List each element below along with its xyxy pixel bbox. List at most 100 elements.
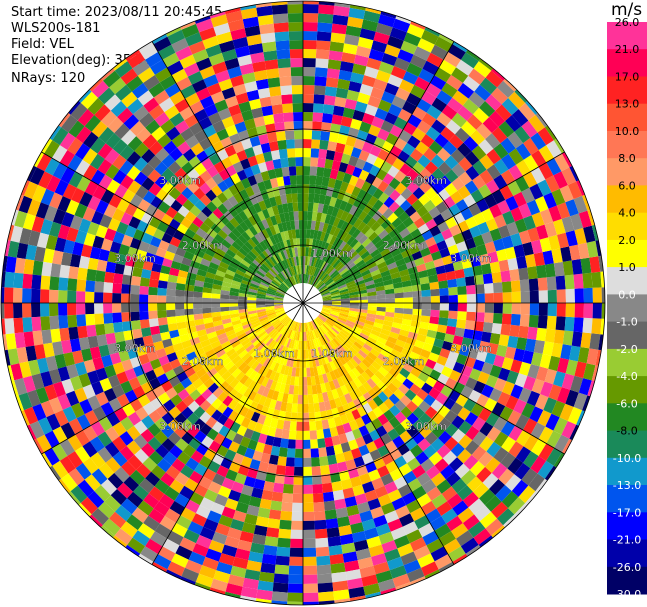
gate-cell [31, 274, 42, 290]
gate-cell [387, 556, 404, 571]
gate-cell [565, 230, 578, 247]
gate-cell [364, 489, 378, 502]
gate-cell [280, 250, 287, 261]
gate-cell [358, 303, 368, 307]
gate-cell [96, 259, 108, 272]
gate-cell [344, 338, 354, 347]
gate-cell [303, 457, 312, 467]
gate-cell [388, 266, 400, 275]
gate-cell [367, 245, 378, 255]
gate-cell [400, 324, 411, 332]
gate-cell [250, 349, 260, 358]
gate-cell [402, 142, 416, 156]
gate-cell [295, 229, 300, 239]
gate-cell [345, 569, 362, 581]
gate-cell [429, 369, 442, 381]
gate-cell [367, 295, 377, 300]
gate-cell [76, 176, 91, 192]
gate-cell [321, 473, 332, 484]
gate-cell [426, 52, 444, 68]
gate-cell [358, 349, 368, 359]
gate-cell [187, 424, 200, 438]
gate-cell [313, 402, 321, 413]
gate-cell [298, 220, 303, 230]
gate-cell [49, 276, 60, 291]
gate-cell [310, 376, 316, 386]
gate-cell [172, 253, 184, 264]
gate-cell [283, 112, 294, 122]
gate-cell [248, 98, 262, 110]
gate-cell [97, 447, 113, 463]
gate-cell [249, 459, 261, 471]
gate-cell [340, 305, 350, 308]
gate-cell [227, 364, 238, 375]
gate-cell [345, 411, 356, 423]
gate-cell [214, 376, 226, 388]
gate-cell [320, 465, 331, 476]
gate-cell [472, 234, 485, 247]
gate-cell [229, 261, 239, 270]
gate-cell [353, 539, 369, 552]
gate-cell [445, 270, 457, 281]
gate-cell [322, 297, 332, 300]
gate-cell [544, 465, 557, 481]
gate-cell [221, 257, 232, 266]
gate-cell [411, 464, 426, 479]
gate-cell [497, 199, 511, 215]
gate-cell [358, 199, 368, 211]
gate-cell [194, 463, 208, 477]
gate-cell [163, 451, 178, 466]
gate-cell [256, 243, 265, 253]
gate-cell [457, 407, 471, 421]
colorbar-tick-label: -2.0 [616, 343, 637, 356]
gate-cell [253, 245, 263, 255]
gate-cell [371, 116, 385, 129]
gate-cell [381, 233, 392, 244]
gate-cell [493, 214, 507, 229]
gate-cell [295, 439, 303, 449]
gate-cell [546, 315, 557, 330]
gate-cell [421, 303, 431, 310]
gate-cell [32, 330, 44, 346]
gate-cell [275, 292, 285, 297]
gate-cell [139, 303, 149, 312]
gate-cell [567, 406, 583, 425]
gate-cell [164, 486, 180, 501]
gate-cell [385, 288, 395, 295]
gate-cell [339, 395, 348, 406]
gate-cell [289, 330, 294, 340]
gate-cell [527, 364, 540, 379]
gate-cell [266, 312, 276, 317]
gate-cell [430, 345, 442, 356]
gate-cell [420, 458, 435, 473]
gate-cell [315, 49, 330, 60]
gate-cell [268, 141, 279, 152]
gate-cell [267, 313, 277, 319]
gate-cell [407, 331, 418, 340]
gate-cell [36, 434, 52, 453]
gate-cell [220, 306, 230, 312]
gate-cell [411, 431, 425, 445]
gate-cell [430, 399, 443, 412]
gate-cell [454, 327, 465, 338]
gate-cell [362, 272, 373, 280]
gate-cell [251, 322, 262, 329]
gate-cell [109, 241, 122, 254]
gate-cell [367, 388, 378, 400]
gate-cell [466, 311, 476, 322]
gate-cell [279, 325, 286, 334]
gate-cell [353, 387, 363, 399]
gate-cell [130, 303, 140, 313]
gate-cell [205, 348, 216, 358]
gate-cell [22, 213, 36, 231]
gate-cell [127, 136, 143, 152]
gate-cell [180, 21, 196, 30]
gate-cell [535, 478, 548, 494]
gate-cell [58, 290, 68, 303]
gate-cell [299, 229, 303, 239]
gate-cell [445, 325, 457, 336]
gate-cell [348, 586, 366, 599]
gate-cell [430, 75, 447, 90]
gate-cell [59, 150, 75, 167]
gate-cell [27, 424, 37, 441]
